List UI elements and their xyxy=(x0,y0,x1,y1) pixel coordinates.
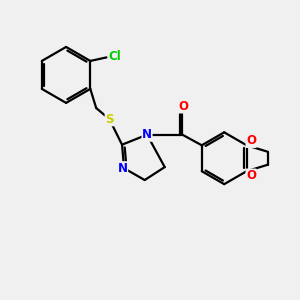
Text: Cl: Cl xyxy=(108,50,121,63)
Text: S: S xyxy=(105,113,114,126)
Text: O: O xyxy=(246,169,256,182)
Text: N: N xyxy=(118,162,128,175)
Text: O: O xyxy=(246,134,256,147)
Text: N: N xyxy=(142,128,152,141)
Text: O: O xyxy=(178,100,188,113)
